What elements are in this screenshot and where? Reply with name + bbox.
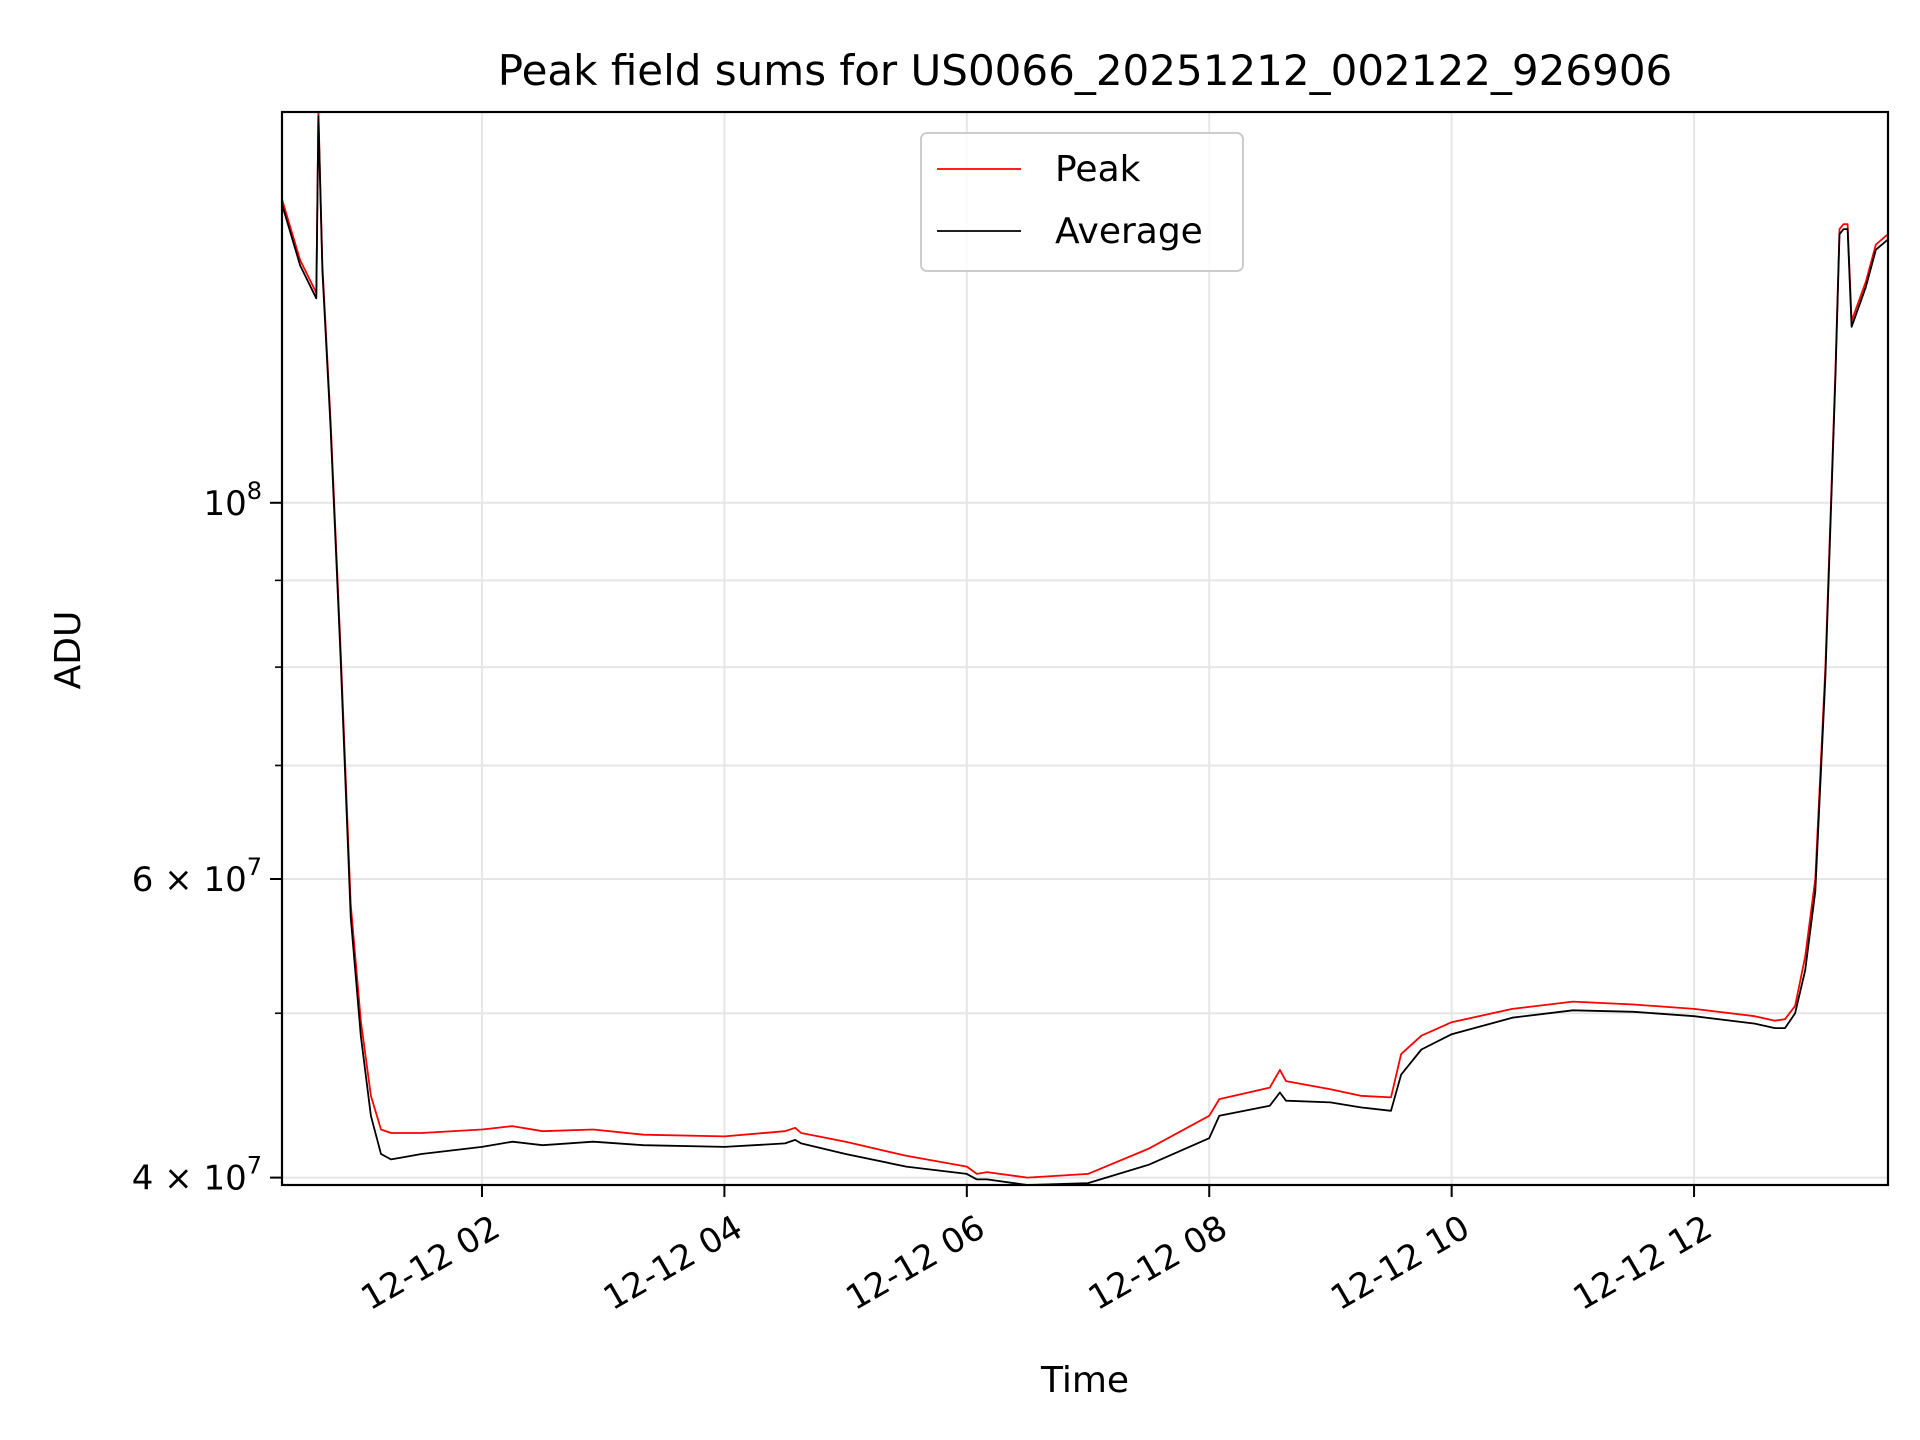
y-tick-label: 6 × 107 — [132, 853, 262, 900]
chart-title: Peak field sums for US0066_20251212_0021… — [498, 46, 1673, 95]
grid — [282, 112, 1888, 1185]
series-line-average — [281, 115, 1889, 1186]
x-axis-title: Time — [1040, 1360, 1129, 1401]
legend-box — [920, 132, 1244, 272]
y-axis-title: ADU — [48, 611, 89, 690]
legend-label-peak: Peak — [1055, 149, 1141, 190]
legend-label-average: Average — [1055, 211, 1203, 252]
plot-frame — [280, 110, 1890, 1187]
series-line-peak — [281, 111, 1889, 1179]
y-tick-label: 108 — [203, 477, 262, 524]
y-tick-label: 4 × 107 — [132, 1152, 262, 1199]
legend: Peak Average — [920, 132, 1244, 272]
series-layer — [281, 111, 1889, 1186]
